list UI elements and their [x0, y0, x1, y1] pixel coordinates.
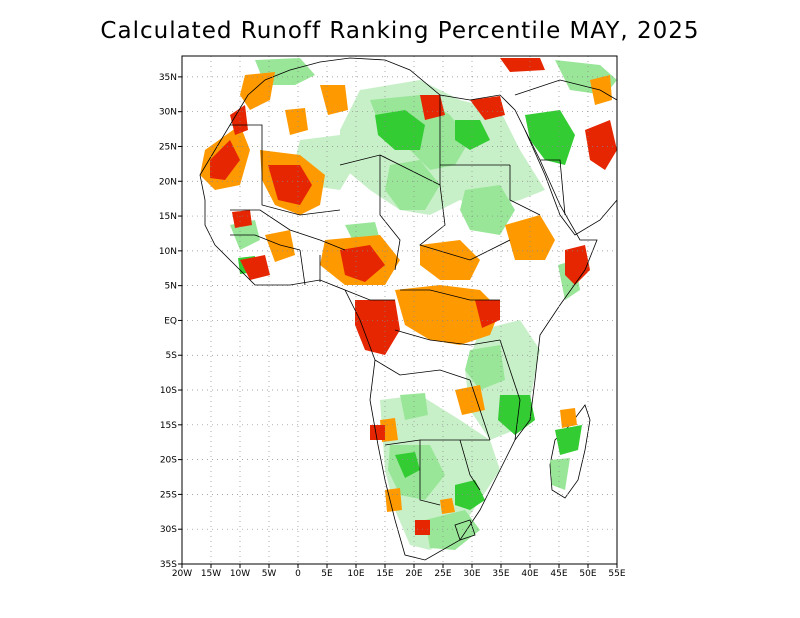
lon-tick-label: 40E — [521, 569, 538, 579]
lat-tick-label: 25N — [159, 142, 177, 152]
lon-tick-label: 35E — [492, 569, 509, 579]
lon-tick-label: 15E — [376, 569, 393, 579]
map-title: Calculated Runoff Ranking Percentile MAY… — [100, 18, 700, 44]
lat-tick-label: 5S — [166, 351, 178, 361]
lat-tick-label: 5N — [165, 282, 177, 292]
political-boundaries — [199, 57, 617, 561]
lat-tick-label: 35N — [159, 73, 177, 83]
lat-tick-label: 30N — [159, 108, 177, 118]
lon-tick-label: 30E — [463, 569, 480, 579]
lat-tick-label: 10S — [160, 386, 177, 396]
lon-tick-label: 20E — [405, 569, 422, 579]
lon-tick-label: 20W — [172, 569, 192, 579]
lon-tick-label: 5E — [321, 569, 333, 579]
lat-tick-label: 25S — [160, 490, 177, 500]
lat-tick-label: 35S — [160, 560, 177, 570]
lat-tick-label: 20N — [159, 177, 177, 187]
lat-tick-label: EQ — [164, 316, 177, 326]
lat-tick-label: 20S — [160, 456, 177, 466]
lon-tick-label: 10W — [230, 569, 250, 579]
lon-tick-label: 15W — [201, 569, 221, 579]
lon-tick-label: 50E — [579, 569, 596, 579]
lon-tick-label: 45E — [550, 569, 567, 579]
lat-tick-label: 15S — [160, 421, 177, 431]
lon-tick-label: 10E — [347, 569, 364, 579]
lat-tick-label: 30S — [160, 525, 177, 535]
lon-tick-label: 0 — [295, 569, 301, 579]
map-content — [199, 57, 617, 561]
lon-tick-label: 5W — [262, 569, 277, 579]
latitude-axis: 35N 30N 25N 20N 15N 10N 5N EQ 5S 10S 15S 20S 25S 30S 3… — [159, 73, 182, 570]
map-frame — [181, 55, 618, 565]
lat-tick-label: 15N — [159, 212, 177, 222]
longitude-axis: 20W 15W 10W 5W 0 5E 10E 15E 20E 25E 30E 35E 40E 45E 50… — [172, 564, 626, 579]
lon-tick-label: 25E — [434, 569, 451, 579]
lon-tick-label: 55E — [608, 569, 625, 579]
lat-tick-label: 10N — [159, 247, 177, 257]
